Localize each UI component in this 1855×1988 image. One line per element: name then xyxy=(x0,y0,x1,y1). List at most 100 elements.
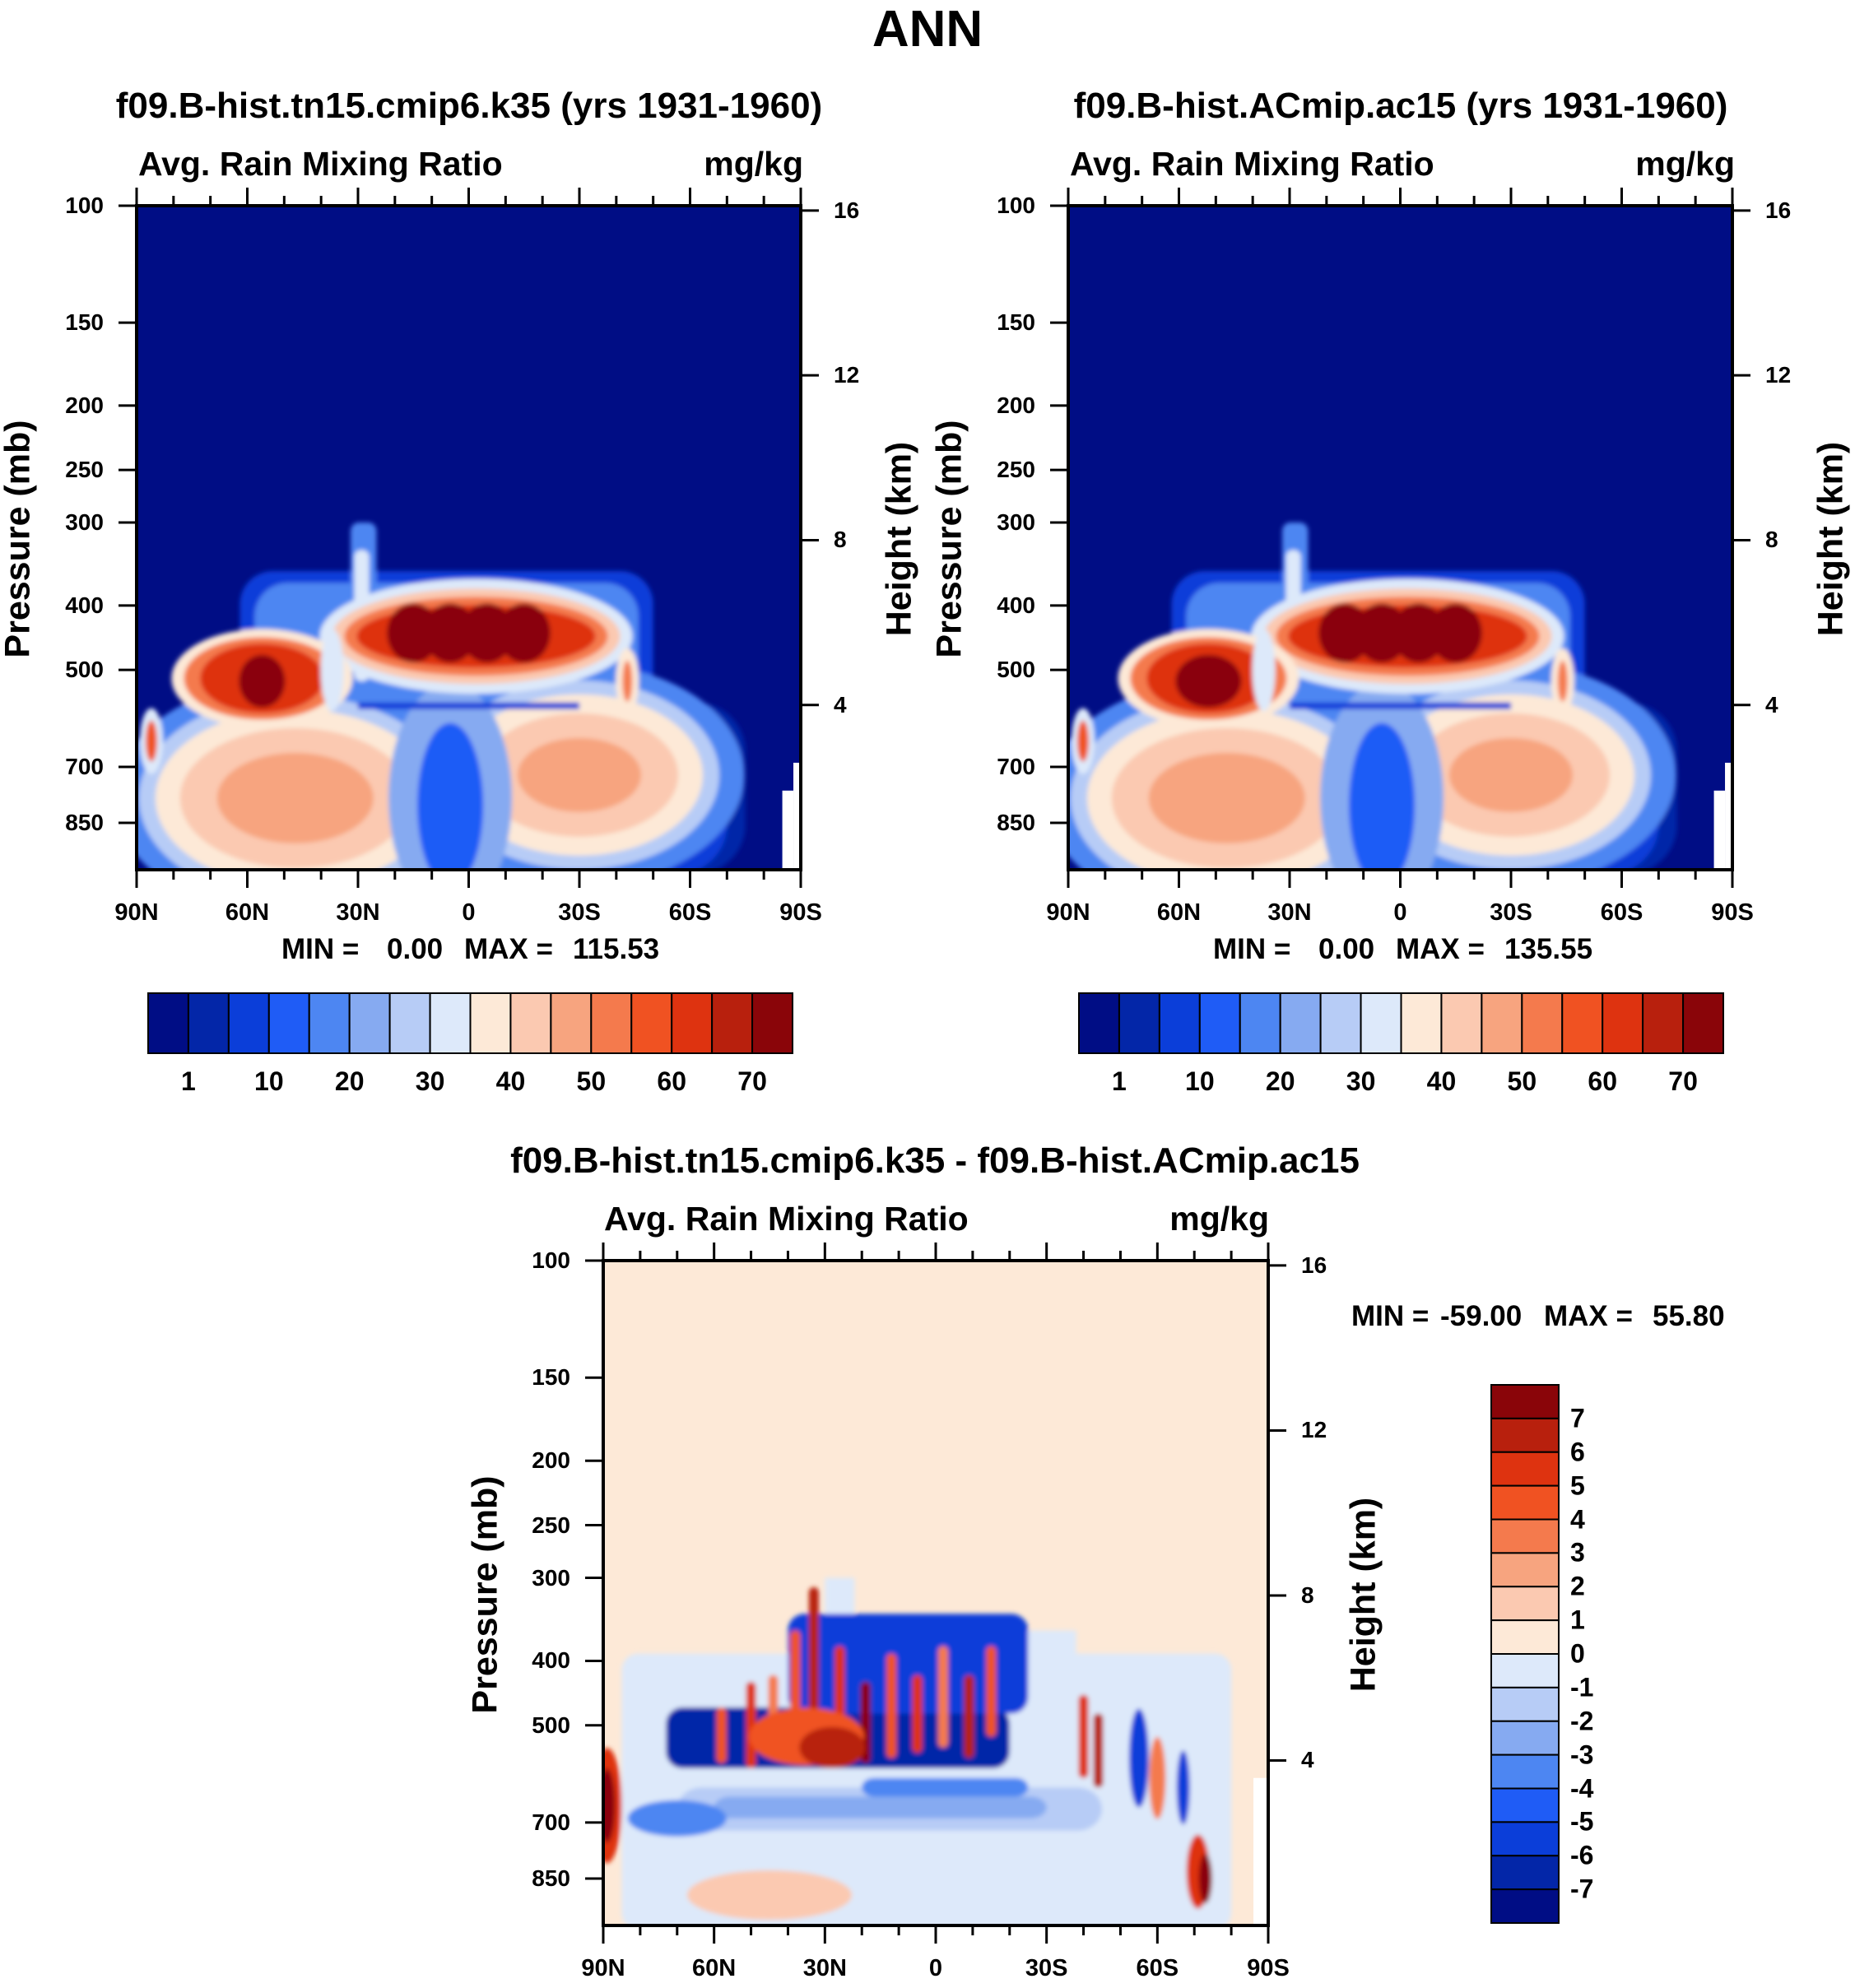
panel2-colorbar-label-2: 20 xyxy=(1265,1066,1295,1096)
panel1-colorbar-box-4 xyxy=(308,992,351,1054)
panel1-colorbar-label-6: 60 xyxy=(657,1066,686,1096)
panel3-title: f09.B-hist.tn15.cmip6.k35 - f09.B-hist.A… xyxy=(510,1140,1360,1181)
panel3-colorbar-box-5 xyxy=(1490,1552,1560,1588)
panel1-max-label: MAX = xyxy=(464,933,553,965)
panel3-min-label: MIN = xyxy=(1351,1300,1430,1332)
panel3-ytick-label-150: 150 xyxy=(532,1364,570,1391)
panel3-colorbar-label-2: 5 xyxy=(1570,1470,1585,1501)
panel1-ytick-label-300: 300 xyxy=(65,509,104,536)
panel3-colorbar-box-7 xyxy=(1490,1619,1560,1655)
panel3-y2tick-label-8: 8 xyxy=(1301,1582,1314,1608)
panel3-streak-7 xyxy=(886,1653,897,1758)
panel3-ytick-label-300: 300 xyxy=(532,1564,570,1591)
panel3-xtick-label-6: 90S xyxy=(1247,1955,1290,1981)
panel1-eqcore-2 xyxy=(460,603,514,663)
panel3-ytick-label-400: 400 xyxy=(532,1647,570,1674)
panel2-colorbar-label-5: 50 xyxy=(1507,1066,1537,1096)
panel2-colorbar-box-7 xyxy=(1360,992,1402,1054)
panel1-colorbar-box-0 xyxy=(147,992,189,1054)
panel3-y2tick-label-16: 16 xyxy=(1301,1252,1327,1278)
panel2-xtick-label-5: 60S xyxy=(1600,899,1643,926)
panel3-colorbar-box-1 xyxy=(1490,1417,1560,1453)
panel2-colorbar-box-0 xyxy=(1078,992,1120,1054)
panel3-colorbar-label-6: 1 xyxy=(1570,1605,1585,1635)
panel2-colorbar-label-3: 30 xyxy=(1346,1066,1376,1096)
panel3-colorbar-label-1: 6 xyxy=(1570,1437,1585,1467)
panel1-colorbar-box-11 xyxy=(590,992,633,1054)
panel3-lowband-c xyxy=(862,1777,1029,1797)
panel2-min-label: MIN = xyxy=(1213,933,1291,965)
panel3-xtick-label-3: 0 xyxy=(928,1955,943,1981)
panel2-colorbar-label-6: 60 xyxy=(1588,1066,1617,1096)
panel2-colorbar-box-10 xyxy=(1481,992,1523,1054)
panel3-xtick-label-4: 30S xyxy=(1025,1955,1068,1981)
panel2-missing-b xyxy=(1713,790,1726,870)
panel3-colorbar-label-10: -3 xyxy=(1570,1740,1594,1770)
panel2-title: f09.B-hist.ACmip.ac15 (yrs 1931-1960) xyxy=(1073,86,1728,126)
panel3-colorbar-label-8: -1 xyxy=(1570,1672,1594,1702)
panel1-colorbar-box-7 xyxy=(429,992,472,1054)
panel3-colorbar-box-13 xyxy=(1490,1821,1560,1857)
panel2-colorbar-label-4: 40 xyxy=(1426,1066,1457,1096)
panel3-colorbar-label-13: -6 xyxy=(1570,1840,1594,1870)
panel1-thin-line xyxy=(358,702,579,709)
panel3-streak-13 xyxy=(1093,1713,1104,1788)
panel3-colorbar-box-6 xyxy=(1490,1586,1560,1622)
panel1-polar-core xyxy=(145,720,157,762)
panel2-thin-line xyxy=(1290,702,1511,709)
panel1-colorbar-box-9 xyxy=(509,992,552,1054)
panel3-xtick-label-5: 60S xyxy=(1136,1955,1179,1981)
panel1-eqcore-0 xyxy=(387,603,440,663)
panel1-colorbar-label-7: 70 xyxy=(737,1066,767,1096)
panel3-plot xyxy=(603,1261,1268,1925)
panel3-y2tick-label-4: 4 xyxy=(1301,1747,1314,1773)
panel2-colorbar-label-7: 70 xyxy=(1668,1066,1698,1096)
panel1-min-value: 0.00 xyxy=(387,933,444,965)
panel3-lowband-spot xyxy=(627,1800,727,1837)
panel2-colorbar-box-6 xyxy=(1319,992,1362,1054)
panel2-units: mg/kg xyxy=(1635,145,1735,183)
panel1-lowlobe-1-e xyxy=(518,737,641,812)
panel3-low-orange xyxy=(687,1870,852,1921)
panel2-colorbar-box-9 xyxy=(1440,992,1483,1054)
panel3-colorbar-box-2 xyxy=(1490,1451,1560,1487)
panel1-missing-b xyxy=(782,790,794,870)
panel1-colorbar-label-2: 20 xyxy=(334,1066,365,1096)
panel1-ytick-label-850: 850 xyxy=(65,810,104,836)
panel2-colorbar-box-11 xyxy=(1521,992,1564,1054)
panel2-max-label: MAX = xyxy=(1396,933,1485,965)
panel2-subtitle: Avg. Rain Mixing Ratio xyxy=(1070,145,1434,183)
panel2-polar-core xyxy=(1076,720,1089,762)
panel1-xtick-label-2: 30N xyxy=(336,899,380,926)
panel1-xtick-label-6: 90S xyxy=(779,899,822,926)
panel1-ytick-label-200: 200 xyxy=(65,392,104,418)
panel3-streak-9 xyxy=(937,1646,948,1748)
panel1-xtick-label-3: 0 xyxy=(462,899,476,926)
panel2-ytick-label-850: 850 xyxy=(997,810,1035,836)
panel3-units: mg/kg xyxy=(1169,1200,1269,1238)
panel1-units: mg/kg xyxy=(704,145,803,183)
panel1-colorbar-box-2 xyxy=(227,992,270,1054)
panel1-missing-a xyxy=(793,762,801,870)
panel3-colorbar-label-0: 7 xyxy=(1570,1403,1585,1433)
panel2-ytick-label-150: 150 xyxy=(997,309,1035,336)
panel2-eqcore-0 xyxy=(1318,603,1372,663)
panel3-max-label: MAX = xyxy=(1544,1300,1633,1332)
panel2-xtick-label-6: 90S xyxy=(1711,899,1754,926)
panel3-ytick-label-100: 100 xyxy=(532,1247,570,1273)
panel3-streak-11 xyxy=(986,1646,997,1737)
panel2-eqcore-2 xyxy=(1392,603,1445,663)
panel2-plot xyxy=(1068,206,1732,870)
panel2-xtick-label-1: 60N xyxy=(1156,899,1202,926)
panel1-ytick-label-100: 100 xyxy=(65,193,104,218)
panel3-colorbar-label-5: 2 xyxy=(1570,1571,1585,1601)
panel2-eqcore-3 xyxy=(1429,603,1482,663)
panel3-colorbar-box-10 xyxy=(1490,1720,1560,1756)
panel1-min-label: MIN = xyxy=(281,933,360,965)
panel3-xtick-label-2: 30N xyxy=(802,1955,847,1981)
panel1-plot xyxy=(137,206,801,870)
panel2-ytick-label-250: 250 xyxy=(997,457,1035,483)
panel2-colorbar-box-4 xyxy=(1239,992,1281,1054)
panel3-colorbar-label-4: 3 xyxy=(1570,1537,1585,1568)
panel2-colorbar-box-12 xyxy=(1561,992,1604,1054)
